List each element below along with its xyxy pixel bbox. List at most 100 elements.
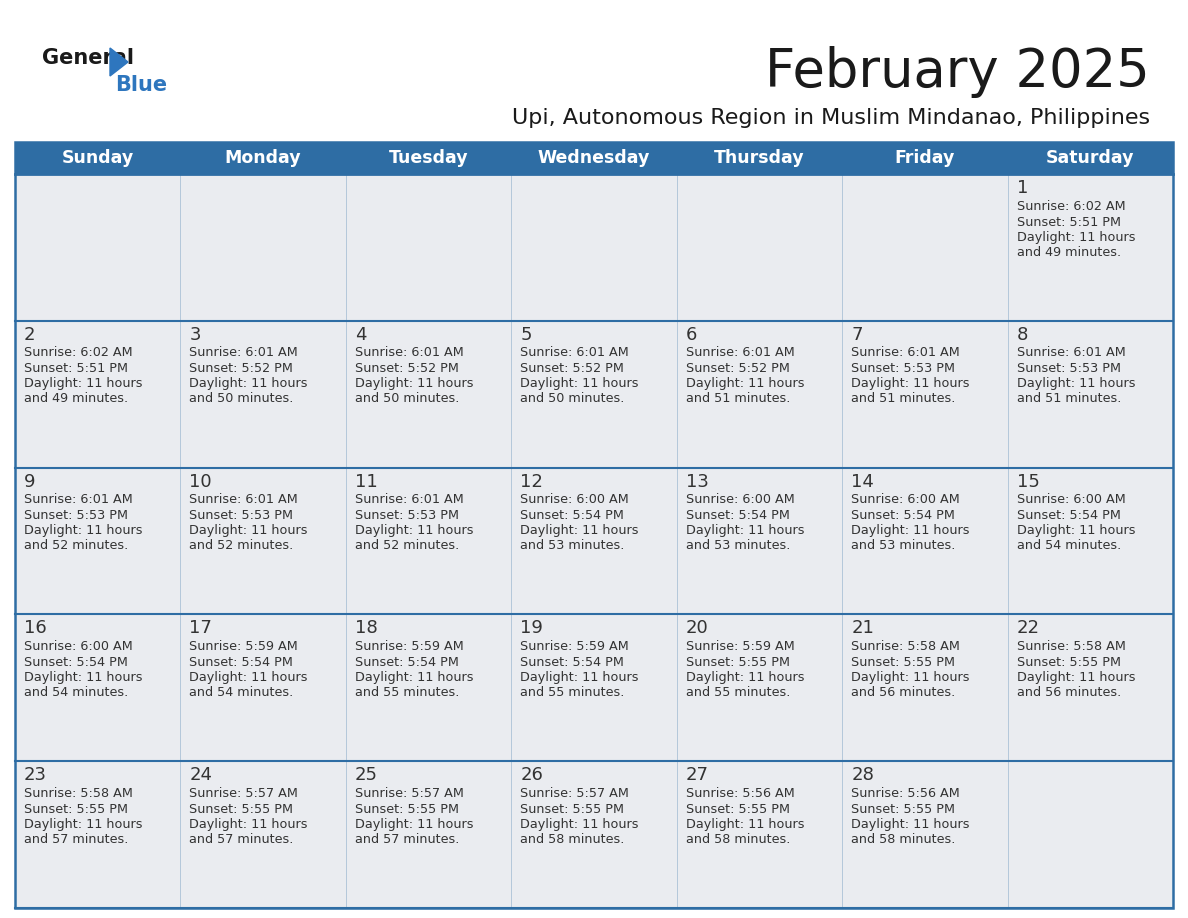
Bar <box>15 320 1173 467</box>
Text: and 55 minutes.: and 55 minutes. <box>355 686 460 699</box>
Text: and 50 minutes.: and 50 minutes. <box>355 392 460 406</box>
Text: 11: 11 <box>355 473 378 490</box>
Text: 3: 3 <box>189 326 201 344</box>
Text: 5: 5 <box>520 326 532 344</box>
Text: Upi, Autonomous Region in Muslim Mindanao, Philippines: Upi, Autonomous Region in Muslim Mindana… <box>512 108 1150 128</box>
Text: 1: 1 <box>1017 179 1028 197</box>
Text: Sunrise: 5:57 AM: Sunrise: 5:57 AM <box>520 787 630 800</box>
Text: Sunset: 5:53 PM: Sunset: 5:53 PM <box>851 363 955 375</box>
Text: Sunset: 5:54 PM: Sunset: 5:54 PM <box>189 655 293 669</box>
Text: and 54 minutes.: and 54 minutes. <box>189 686 293 699</box>
Text: 9: 9 <box>24 473 36 490</box>
Text: 10: 10 <box>189 473 211 490</box>
Text: Sunset: 5:54 PM: Sunset: 5:54 PM <box>355 655 459 669</box>
Text: Sunrise: 6:01 AM: Sunrise: 6:01 AM <box>1017 346 1125 359</box>
Text: Sunset: 5:52 PM: Sunset: 5:52 PM <box>189 363 293 375</box>
Text: Daylight: 11 hours: Daylight: 11 hours <box>1017 230 1135 243</box>
Text: Sunset: 5:53 PM: Sunset: 5:53 PM <box>24 509 128 522</box>
Text: Sunset: 5:54 PM: Sunset: 5:54 PM <box>851 509 955 522</box>
Text: and 52 minutes.: and 52 minutes. <box>355 539 459 552</box>
Text: Sunrise: 5:59 AM: Sunrise: 5:59 AM <box>355 640 463 653</box>
Text: 14: 14 <box>851 473 874 490</box>
Bar <box>15 174 1173 320</box>
Text: 27: 27 <box>685 767 709 784</box>
Text: Daylight: 11 hours: Daylight: 11 hours <box>24 524 143 537</box>
Text: Sunrise: 5:57 AM: Sunrise: 5:57 AM <box>355 787 463 800</box>
Text: Sunrise: 5:59 AM: Sunrise: 5:59 AM <box>520 640 628 653</box>
Bar <box>15 142 1173 174</box>
Text: Sunset: 5:55 PM: Sunset: 5:55 PM <box>851 655 955 669</box>
Text: Sunset: 5:53 PM: Sunset: 5:53 PM <box>355 509 459 522</box>
Text: General: General <box>42 48 134 68</box>
Text: Sunset: 5:51 PM: Sunset: 5:51 PM <box>1017 216 1120 229</box>
Text: 24: 24 <box>189 767 213 784</box>
Text: Daylight: 11 hours: Daylight: 11 hours <box>685 377 804 390</box>
Text: Daylight: 11 hours: Daylight: 11 hours <box>1017 671 1135 684</box>
Text: Sunrise: 6:00 AM: Sunrise: 6:00 AM <box>24 640 133 653</box>
Text: Friday: Friday <box>895 149 955 167</box>
Text: Sunset: 5:55 PM: Sunset: 5:55 PM <box>189 802 293 816</box>
Text: Daylight: 11 hours: Daylight: 11 hours <box>851 377 969 390</box>
Text: 26: 26 <box>520 767 543 784</box>
Text: Sunset: 5:54 PM: Sunset: 5:54 PM <box>24 655 128 669</box>
Text: Sunset: 5:52 PM: Sunset: 5:52 PM <box>520 363 624 375</box>
Text: Sunrise: 5:59 AM: Sunrise: 5:59 AM <box>685 640 795 653</box>
Text: Daylight: 11 hours: Daylight: 11 hours <box>520 524 639 537</box>
Text: Sunset: 5:55 PM: Sunset: 5:55 PM <box>520 802 624 816</box>
Text: 21: 21 <box>851 620 874 637</box>
Text: Sunrise: 6:01 AM: Sunrise: 6:01 AM <box>189 346 298 359</box>
Text: and 54 minutes.: and 54 minutes. <box>24 686 128 699</box>
Text: and 53 minutes.: and 53 minutes. <box>685 539 790 552</box>
Text: 4: 4 <box>355 326 366 344</box>
Text: and 55 minutes.: and 55 minutes. <box>685 686 790 699</box>
Text: and 58 minutes.: and 58 minutes. <box>520 833 625 845</box>
Text: Daylight: 11 hours: Daylight: 11 hours <box>1017 377 1135 390</box>
Text: Sunrise: 6:01 AM: Sunrise: 6:01 AM <box>355 493 463 506</box>
Text: Blue: Blue <box>115 75 168 95</box>
Text: and 53 minutes.: and 53 minutes. <box>520 539 625 552</box>
Text: 7: 7 <box>851 326 862 344</box>
Text: Monday: Monday <box>225 149 302 167</box>
Text: Sunset: 5:54 PM: Sunset: 5:54 PM <box>520 655 624 669</box>
Text: Sunset: 5:54 PM: Sunset: 5:54 PM <box>685 509 790 522</box>
Polygon shape <box>110 48 128 76</box>
Text: 2: 2 <box>24 326 36 344</box>
Text: and 57 minutes.: and 57 minutes. <box>24 833 128 845</box>
Text: Daylight: 11 hours: Daylight: 11 hours <box>355 671 473 684</box>
Text: Sunrise: 6:01 AM: Sunrise: 6:01 AM <box>851 346 960 359</box>
Text: Sunrise: 5:57 AM: Sunrise: 5:57 AM <box>189 787 298 800</box>
Text: 6: 6 <box>685 326 697 344</box>
Text: and 49 minutes.: and 49 minutes. <box>1017 245 1120 259</box>
Text: Daylight: 11 hours: Daylight: 11 hours <box>851 671 969 684</box>
Bar <box>15 614 1173 761</box>
Text: Sunset: 5:51 PM: Sunset: 5:51 PM <box>24 363 128 375</box>
Text: Sunrise: 6:01 AM: Sunrise: 6:01 AM <box>685 346 795 359</box>
Text: 28: 28 <box>851 767 874 784</box>
Text: and 49 minutes.: and 49 minutes. <box>24 392 128 406</box>
Text: Sunset: 5:55 PM: Sunset: 5:55 PM <box>685 802 790 816</box>
Text: and 52 minutes.: and 52 minutes. <box>24 539 128 552</box>
Text: and 56 minutes.: and 56 minutes. <box>1017 686 1120 699</box>
Text: 13: 13 <box>685 473 708 490</box>
Text: and 54 minutes.: and 54 minutes. <box>1017 539 1120 552</box>
Text: 25: 25 <box>355 767 378 784</box>
Text: and 57 minutes.: and 57 minutes. <box>355 833 460 845</box>
Text: Sunset: 5:55 PM: Sunset: 5:55 PM <box>685 655 790 669</box>
Text: Daylight: 11 hours: Daylight: 11 hours <box>685 671 804 684</box>
Text: Daylight: 11 hours: Daylight: 11 hours <box>189 524 308 537</box>
Text: and 52 minutes.: and 52 minutes. <box>189 539 293 552</box>
Text: and 58 minutes.: and 58 minutes. <box>851 833 955 845</box>
Text: and 58 minutes.: and 58 minutes. <box>685 833 790 845</box>
Text: Sunset: 5:55 PM: Sunset: 5:55 PM <box>355 802 459 816</box>
Text: Wednesday: Wednesday <box>538 149 650 167</box>
Text: Sunrise: 6:00 AM: Sunrise: 6:00 AM <box>851 493 960 506</box>
Text: Sunrise: 5:58 AM: Sunrise: 5:58 AM <box>24 787 133 800</box>
Text: Sunrise: 6:00 AM: Sunrise: 6:00 AM <box>520 493 628 506</box>
Text: Daylight: 11 hours: Daylight: 11 hours <box>685 818 804 831</box>
Text: Sunrise: 6:00 AM: Sunrise: 6:00 AM <box>1017 493 1125 506</box>
Text: Sunrise: 6:01 AM: Sunrise: 6:01 AM <box>189 493 298 506</box>
Text: Sunset: 5:55 PM: Sunset: 5:55 PM <box>851 802 955 816</box>
Text: 8: 8 <box>1017 326 1028 344</box>
Text: Daylight: 11 hours: Daylight: 11 hours <box>685 524 804 537</box>
Text: Daylight: 11 hours: Daylight: 11 hours <box>189 671 308 684</box>
